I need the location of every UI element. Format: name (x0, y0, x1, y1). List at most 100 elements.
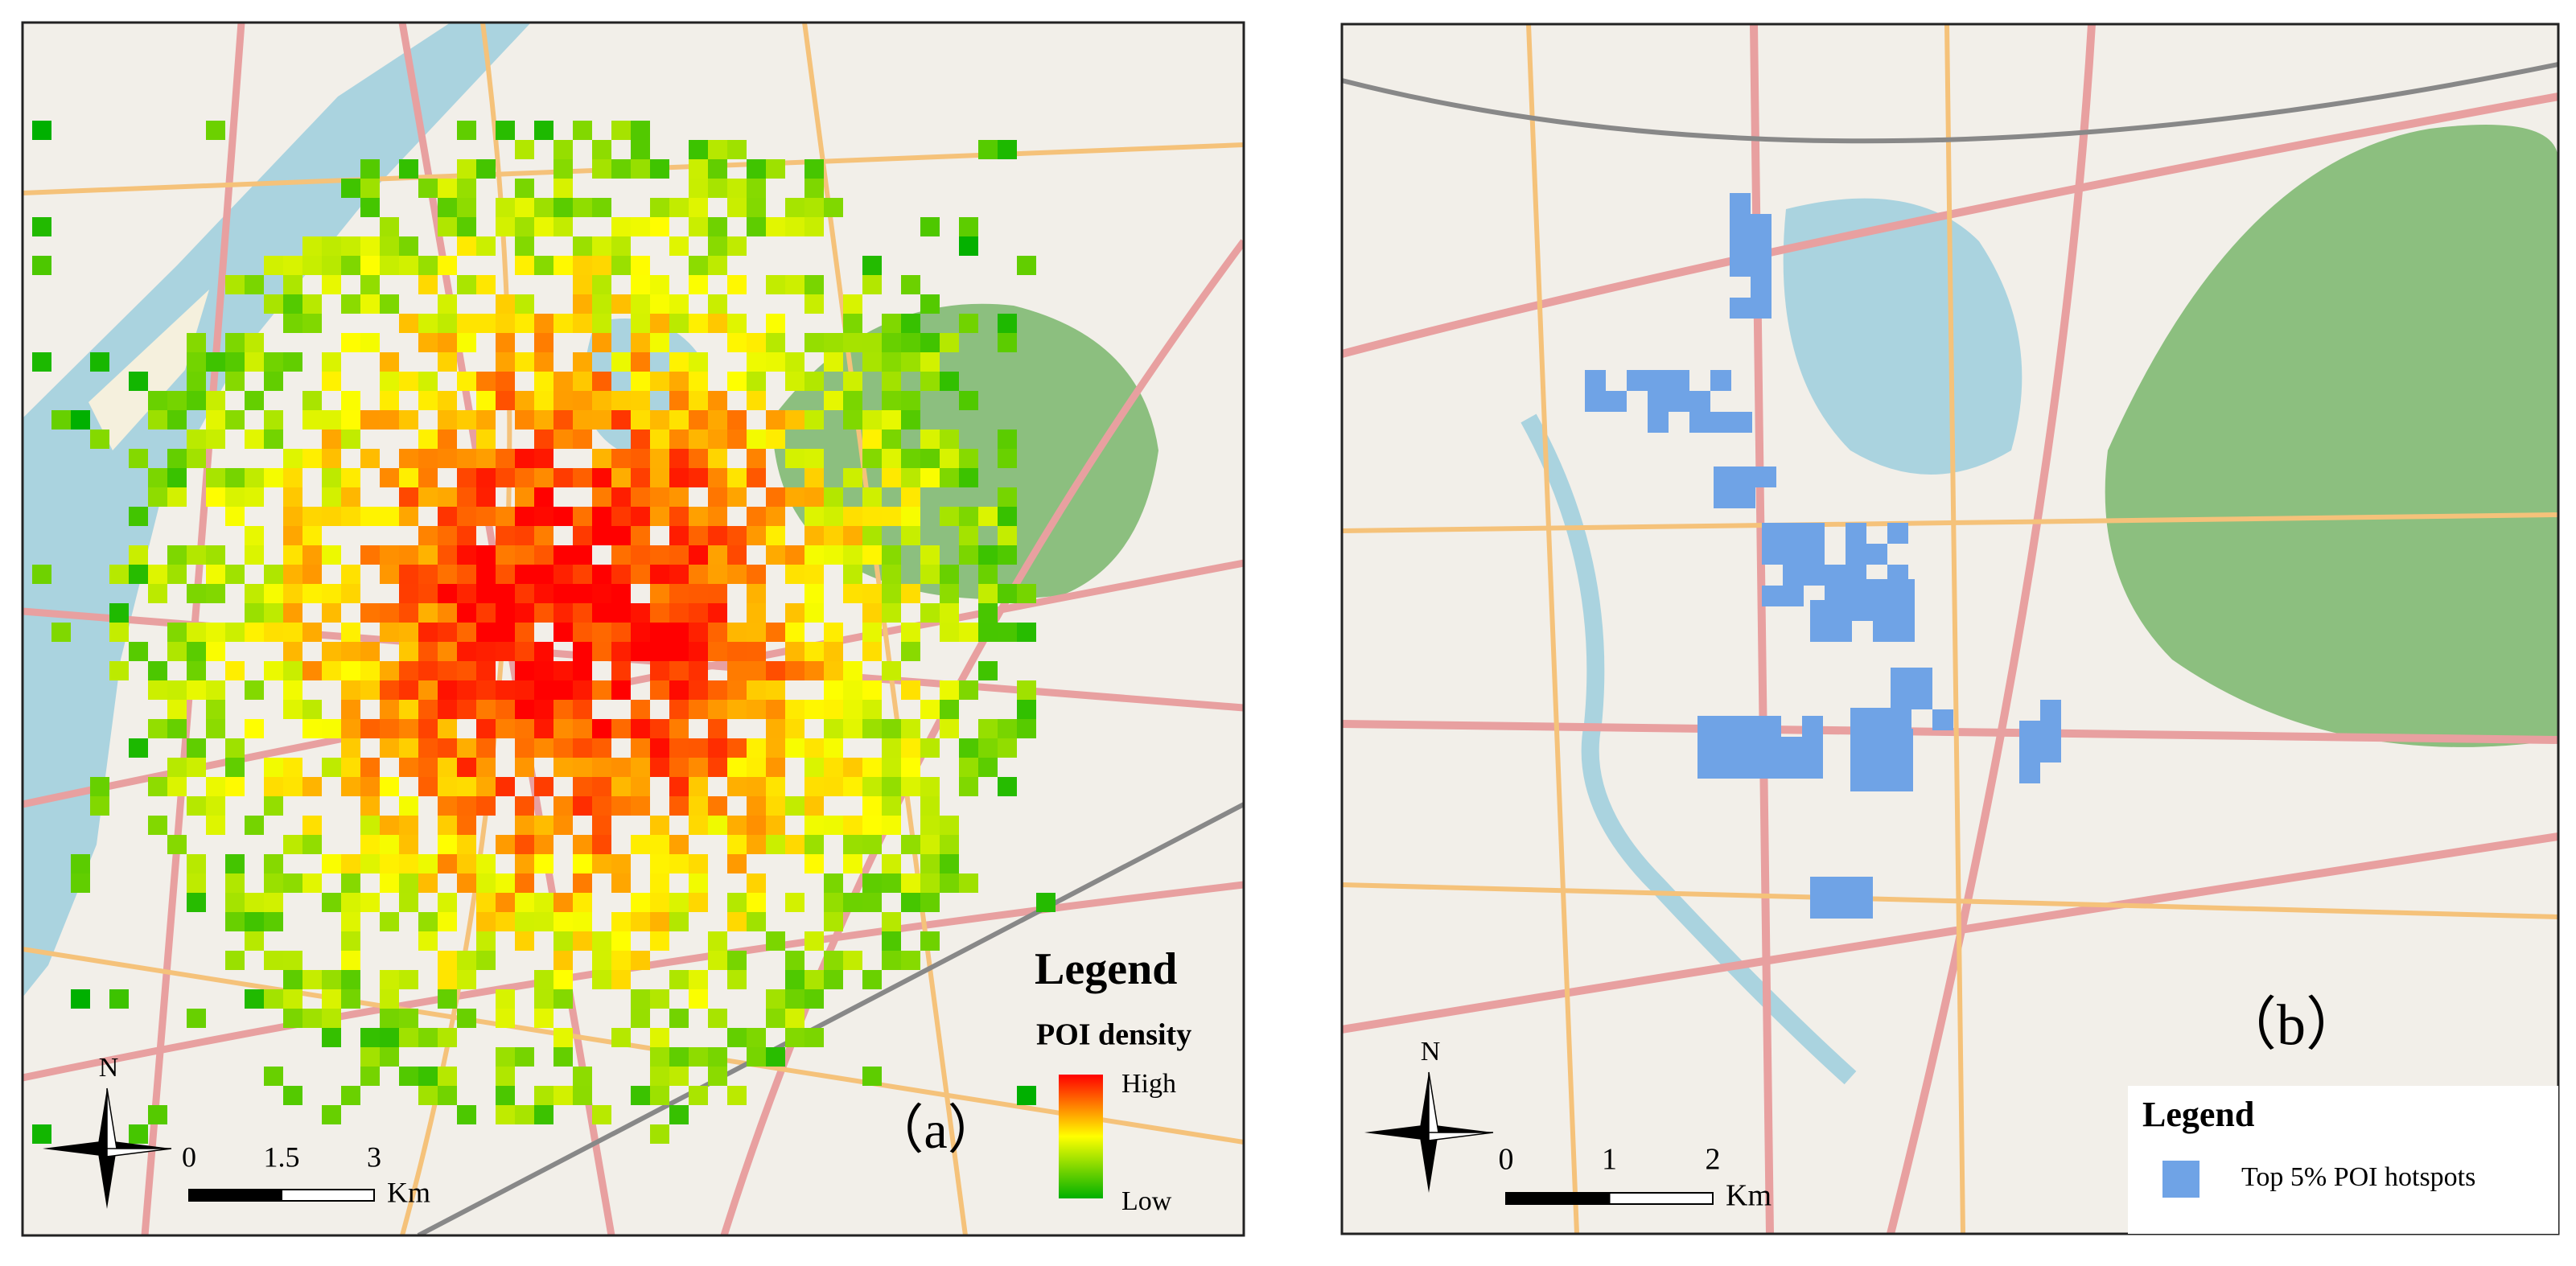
density-cell (476, 565, 496, 584)
density-cell (901, 719, 920, 738)
density-cell (920, 333, 940, 352)
density-cell (438, 1086, 457, 1105)
density-cell (399, 835, 418, 854)
density-cell (534, 487, 553, 507)
density-cell (264, 661, 283, 680)
density-cell (341, 951, 360, 970)
density-cell (708, 1047, 727, 1067)
density-cell (650, 642, 669, 661)
density-cell (360, 507, 380, 526)
density-cell (360, 1028, 380, 1047)
density-cell (785, 487, 804, 507)
density-cell (978, 545, 998, 565)
density-cell (592, 314, 611, 333)
density-cell (650, 835, 669, 854)
density-cell (901, 584, 920, 603)
density-cell (785, 1028, 804, 1047)
density-cell (206, 719, 225, 738)
hotspot-cell (1871, 708, 1892, 729)
density-cell (727, 275, 747, 294)
density-cell (708, 410, 727, 430)
density-cell (206, 777, 225, 796)
density-cell (283, 777, 302, 796)
density-cell (476, 661, 496, 680)
density-cell (882, 410, 901, 430)
density-cell (689, 314, 708, 333)
density-cell (553, 507, 573, 526)
density-cell (766, 430, 785, 449)
density-cell (438, 198, 457, 217)
density-cell (998, 487, 1017, 507)
density-cell (457, 738, 476, 758)
density-cell (245, 584, 264, 603)
density-cell (553, 719, 573, 738)
density-cell (515, 603, 534, 623)
density-cell (747, 468, 766, 487)
density-cell (553, 931, 573, 951)
density-cell (959, 217, 978, 236)
density-cell (496, 719, 515, 738)
density-cell (766, 931, 785, 951)
density-cell (553, 912, 573, 931)
density-cell (341, 468, 360, 487)
density-cell (978, 507, 998, 526)
density-cell (592, 680, 611, 700)
density-cell (322, 642, 341, 661)
density-cell (998, 545, 1017, 565)
density-cell (109, 661, 129, 680)
density-cell (341, 777, 360, 796)
density-cell (669, 680, 689, 700)
density-cell (940, 835, 959, 854)
density-cell (862, 796, 882, 816)
density-cell (380, 507, 399, 526)
density-cell (747, 835, 766, 854)
density-cell (438, 893, 457, 912)
density-cell (920, 430, 940, 449)
density-cell (785, 372, 804, 391)
density-cell (573, 661, 592, 680)
density-cell (862, 410, 882, 430)
density-cell (708, 236, 727, 256)
density-cell (920, 931, 940, 951)
density-cell (708, 487, 727, 507)
density-cell (959, 545, 978, 565)
density-cell (727, 372, 747, 391)
density-cell (747, 816, 766, 835)
density-cell (785, 1009, 804, 1028)
density-cell (843, 468, 862, 487)
density-cell (438, 758, 457, 777)
density-cell (438, 1028, 457, 1047)
density-cell (302, 835, 322, 854)
hotspot-cell (1911, 688, 1932, 709)
density-cell (187, 738, 206, 758)
density-cell (283, 661, 302, 680)
density-cell (882, 352, 901, 372)
density-cell (882, 931, 901, 951)
density-cell (592, 449, 611, 468)
legend-high: High (1121, 1069, 1176, 1099)
hotspot-cell (1697, 758, 1718, 779)
density-cell (862, 256, 882, 275)
density-cell (206, 796, 225, 816)
density-cell (399, 545, 418, 565)
density-cell (669, 372, 689, 391)
density-cell (283, 1009, 302, 1028)
density-cell (322, 256, 341, 275)
density-cell (322, 661, 341, 680)
density-cell (476, 468, 496, 487)
hotspot-cell (1714, 487, 1734, 508)
density-cell (592, 294, 611, 314)
density-cell (418, 758, 438, 777)
density-cell (978, 738, 998, 758)
north-arrow-highlight (1428, 1071, 1494, 1141)
density-cell (148, 661, 167, 680)
density-cell (206, 700, 225, 719)
density-cell (920, 835, 940, 854)
density-cell (631, 294, 650, 314)
density-cell (264, 603, 283, 623)
density-cell (669, 565, 689, 584)
density-cell (148, 410, 167, 430)
density-cell (418, 584, 438, 603)
density-cell (206, 623, 225, 642)
density-cell (689, 777, 708, 796)
